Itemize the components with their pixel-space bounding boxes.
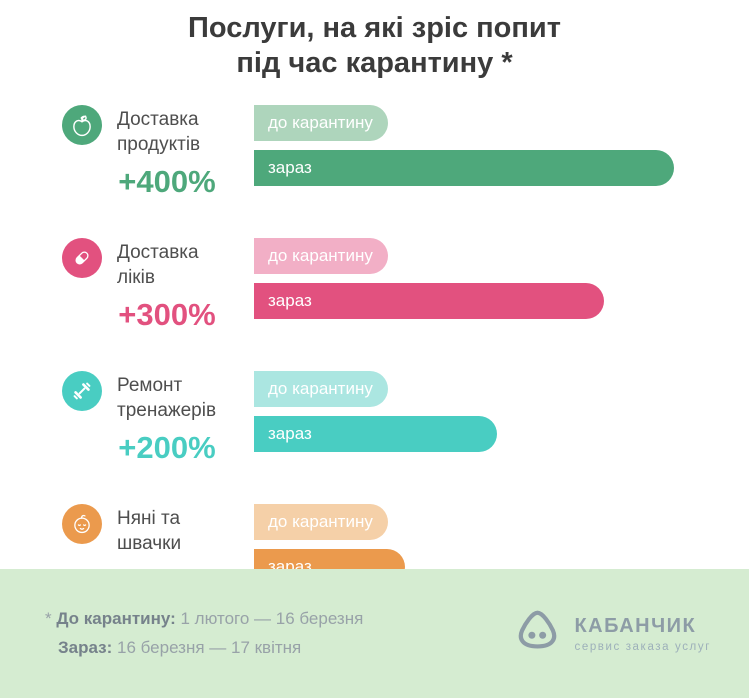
footnote-line2: Зараз: 16 березня — 17 квітня	[58, 637, 302, 657]
bar-before-quarantine: до карантину	[254, 104, 388, 141]
bar-label: до карантину	[268, 245, 373, 265]
bar-now: зараз	[254, 282, 604, 319]
bar-now: зараз	[254, 415, 497, 452]
chart-groups: Доставка продуктів +400% до карантину за…	[0, 104, 749, 637]
bar-before-quarantine: до карантину	[254, 237, 388, 274]
footnote-line1: * До карантину: 1 лютого — 16 березня	[45, 608, 364, 628]
service-row-equipment-repair: Ремонт тренажерів +200% до карантину зар…	[0, 370, 749, 504]
baby-icon	[62, 503, 102, 544]
bar-now: зараз	[254, 149, 674, 186]
pill-icon	[62, 237, 102, 278]
service-label: Доставка продуктів	[117, 108, 201, 155]
bar-label: до карантину	[268, 511, 373, 531]
page-title-line2: під час карантину *	[236, 47, 513, 80]
page-title: Послуги, на які зріс попит під час каран…	[0, 0, 749, 82]
bar-before-quarantine: до карантину	[254, 503, 388, 540]
service-label: Няні та швачки	[117, 507, 182, 554]
service-percent: +300%	[118, 296, 216, 332]
footer: * До карантину: 1 лютого — 16 березня За…	[0, 569, 749, 698]
bar-label: до карантину	[268, 378, 373, 398]
bar-label: зараз	[268, 157, 312, 177]
bar-before-quarantine: до карантину	[254, 370, 388, 407]
service-row-medicine-delivery: Доставка ліків +300% до карантину зараз	[0, 237, 749, 371]
page-title-line1: Послуги, на які зріс попит	[188, 12, 561, 44]
service-label: Доставка ліків	[117, 241, 199, 288]
bar-label: до карантину	[268, 112, 373, 132]
bar-label: зараз	[268, 423, 312, 443]
footnote: * До карантину: 1 лютого — 16 березня За…	[45, 605, 363, 663]
dumbbell-icon	[62, 370, 102, 411]
brand-tagline: сервис заказа услуг	[574, 640, 711, 653]
service-label: Ремонт тренажерів	[117, 374, 217, 421]
service-percent: +200%	[118, 429, 216, 465]
apple-icon	[62, 104, 102, 145]
service-percent: +400%	[118, 163, 216, 199]
brand-logo: КАБАНЧИК сервис заказа услуг	[514, 609, 711, 658]
pig-snout-icon	[514, 609, 561, 658]
bar-label: зараз	[268, 290, 312, 310]
service-row-grocery-delivery: Доставка продуктів +400% до карантину за…	[0, 104, 749, 238]
brand-name: КАБАНЧИК	[574, 614, 697, 637]
